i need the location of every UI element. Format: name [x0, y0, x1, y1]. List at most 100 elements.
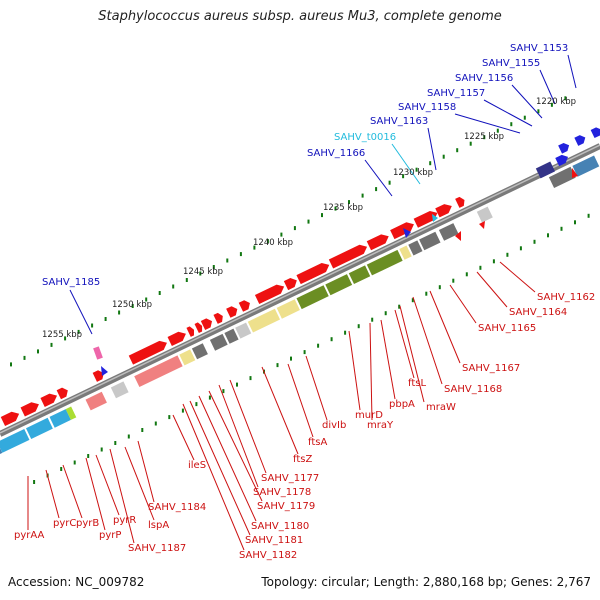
forward-gene-arrow-shape [390, 222, 414, 240]
lower-feature-label: ftsZ [293, 454, 312, 465]
scale-tick-upper [253, 245, 256, 250]
scale-tick-lower [344, 330, 347, 335]
scale-tick-upper [64, 336, 67, 341]
scale-tick-upper [77, 329, 80, 334]
lower-feature-label: murD [355, 410, 383, 421]
forward-gene-arrow-shape [200, 318, 213, 331]
lower-feature-label: SAHV_1165 [478, 323, 536, 334]
reverse-gene-block [419, 231, 441, 251]
scale-tick-upper [442, 154, 445, 159]
reverse-gene-block-shape [224, 328, 239, 344]
scale-tick-lower [384, 311, 387, 316]
scale-tick-lower [317, 343, 320, 348]
scale-label: 1250 kbp [112, 300, 152, 310]
lower-feature-label: SAHV_1180 [251, 521, 309, 532]
label-leader-upper [567, 54, 577, 89]
reverse-gene-block-shape [572, 155, 600, 177]
reverse-gene-block-shape [276, 299, 300, 319]
scale-tick-upper [131, 304, 134, 308]
scale-tick-upper [172, 284, 175, 289]
label-leader-lower [189, 400, 251, 536]
forward-gene-arrow [92, 370, 104, 382]
scale-tick-upper [145, 297, 148, 302]
scale-tick-lower [479, 265, 482, 270]
gene-arrow-blue-small [555, 154, 569, 167]
gene-features [0, 127, 600, 464]
reverse-gene-block [399, 245, 412, 260]
forward-gene-arrow [128, 340, 167, 365]
upper-feature-label: SAHV_t0016 [334, 132, 396, 143]
label-leader-lower [261, 366, 299, 455]
scale-tick-lower [574, 220, 576, 225]
reverse-gene-block-shape [179, 349, 196, 366]
gene-block-navy-shape [535, 161, 556, 179]
reverse-gene-block-shape [548, 166, 576, 189]
forward-gene-arrow-shape [254, 284, 285, 305]
reverse-gene-block-shape [49, 409, 71, 428]
lower-feature-label: SAHV_1184 [148, 502, 206, 513]
scale-tick-upper [483, 135, 486, 140]
scale-tick-lower [168, 415, 171, 420]
scale-tick-lower [547, 233, 549, 238]
scale-tick-lower [114, 441, 117, 445]
scale-tick-upper [118, 310, 121, 315]
forward-gene-arrow [254, 284, 285, 305]
genome-summary-text: Topology: circular; Length: 2,880,168 bp… [261, 575, 591, 589]
gene-block-navy [535, 161, 556, 179]
forward-gene-arrow [390, 222, 414, 240]
reverse-gene-block [325, 274, 353, 296]
scale-tick-lower [438, 285, 441, 290]
scale-tick-lower [519, 246, 522, 251]
scale-tick-lower [127, 434, 130, 439]
forward-gene-arrow [413, 211, 438, 228]
scale-label: 1235 kbp [323, 203, 363, 213]
backbone-highlight [0, 144, 600, 434]
gene-marker-red-b [479, 221, 485, 229]
scale-tick-upper [564, 96, 567, 101]
reverse-gene-block-shape [408, 240, 423, 256]
scale-tick-upper [226, 258, 229, 263]
label-leader-upper [69, 289, 93, 335]
label-leader-lower [476, 271, 508, 308]
reverse-gene-block [49, 409, 71, 428]
forward-gene-arrow-shape [413, 211, 438, 228]
reverse-gene-block [179, 349, 196, 366]
label-leader-lower [394, 309, 415, 379]
label-leader-upper [454, 113, 521, 134]
forward-gene-arrow [40, 393, 58, 408]
scale-tick-lower [411, 298, 414, 303]
scale-tick-lower [222, 389, 225, 394]
lower-feature-label: ftsA [308, 437, 327, 448]
scale-tick-upper [158, 291, 161, 295]
forward-gene-arrow-shape [226, 306, 238, 318]
lower-feature-label: pbpA [389, 399, 415, 410]
scale-tick-upper [321, 213, 323, 218]
genome-backbone [0, 143, 600, 437]
scale-tick-lower [60, 467, 63, 471]
label-leader-upper [511, 84, 543, 119]
forward-gene-arrow [455, 196, 465, 208]
scale-tick-lower [276, 363, 279, 368]
gene-arrow-blue-small-shape [555, 154, 569, 167]
scale-tick-upper [402, 174, 405, 179]
scale-tick-upper [334, 206, 337, 211]
scale-tick-upper [496, 128, 499, 133]
scale-tick-upper [388, 180, 391, 185]
reverse-gene-block [296, 285, 329, 310]
scale-tick-upper [375, 187, 378, 192]
label-leader-lower [208, 390, 263, 502]
label-leader-lower [109, 448, 135, 544]
label-leader-lower [172, 414, 195, 461]
forward-gene-arrow-shape [455, 196, 465, 208]
upper-feature-label: SAHV_1158 [398, 102, 456, 113]
scale-tick-lower [154, 421, 157, 426]
scale-tick-lower [506, 252, 509, 257]
label-leader-lower [499, 261, 536, 293]
scale-tick-lower [208, 395, 211, 400]
forward-gene-arrow-blue-shape [574, 135, 586, 146]
gene-marker-red-a [455, 231, 461, 241]
scale-tick-upper [537, 109, 540, 114]
forward-gene-arrow-shape [296, 262, 330, 285]
forward-gene-arrow-shape [167, 331, 186, 347]
reverse-gene-block [276, 299, 300, 319]
